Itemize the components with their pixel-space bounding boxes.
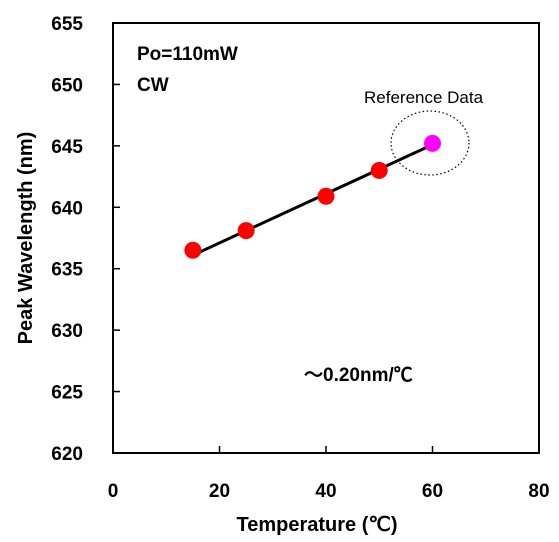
y-axis-title: Peak Wavelength (nm) xyxy=(15,132,37,345)
reference-point xyxy=(424,134,441,152)
fit-line xyxy=(192,143,434,257)
x-tick-label: 40 xyxy=(315,481,336,502)
x-tick-label: 20 xyxy=(209,481,230,502)
reference-highlight-ellipse xyxy=(390,110,470,176)
y-tick-label: 650 xyxy=(51,75,83,96)
y-tick-label: 645 xyxy=(51,137,83,158)
y-tick-label: 655 xyxy=(51,14,83,35)
x-tick-label: 80 xyxy=(528,481,549,502)
plot-area xyxy=(112,22,540,454)
y-tick-label: 625 xyxy=(51,383,83,404)
data-marks xyxy=(184,134,441,259)
measured-point xyxy=(370,161,388,179)
y-tick-label: 635 xyxy=(51,260,83,281)
x-axis: 0 20 40 60 80 xyxy=(108,446,550,502)
x-tick-label: 0 xyxy=(108,481,119,502)
measured-point xyxy=(184,241,202,259)
measured-point xyxy=(237,222,255,240)
y-tick-label: 620 xyxy=(51,444,83,465)
annotation-reference-label: Reference Data xyxy=(364,88,484,107)
measured-point xyxy=(317,187,335,205)
y-tick-label: 640 xyxy=(51,198,83,219)
annotation-slope: ～0.20nm/℃ xyxy=(304,365,413,386)
annotation-power: Po=110mW xyxy=(137,44,238,65)
x-tick-label: 60 xyxy=(422,481,443,502)
x-axis-title: Temperature (℃) xyxy=(236,514,397,536)
annotation-mode: CW xyxy=(137,75,169,96)
y-tick-label: 630 xyxy=(51,321,83,342)
y-axis: 620 625 630 635 640 645 650 655 xyxy=(51,14,120,465)
